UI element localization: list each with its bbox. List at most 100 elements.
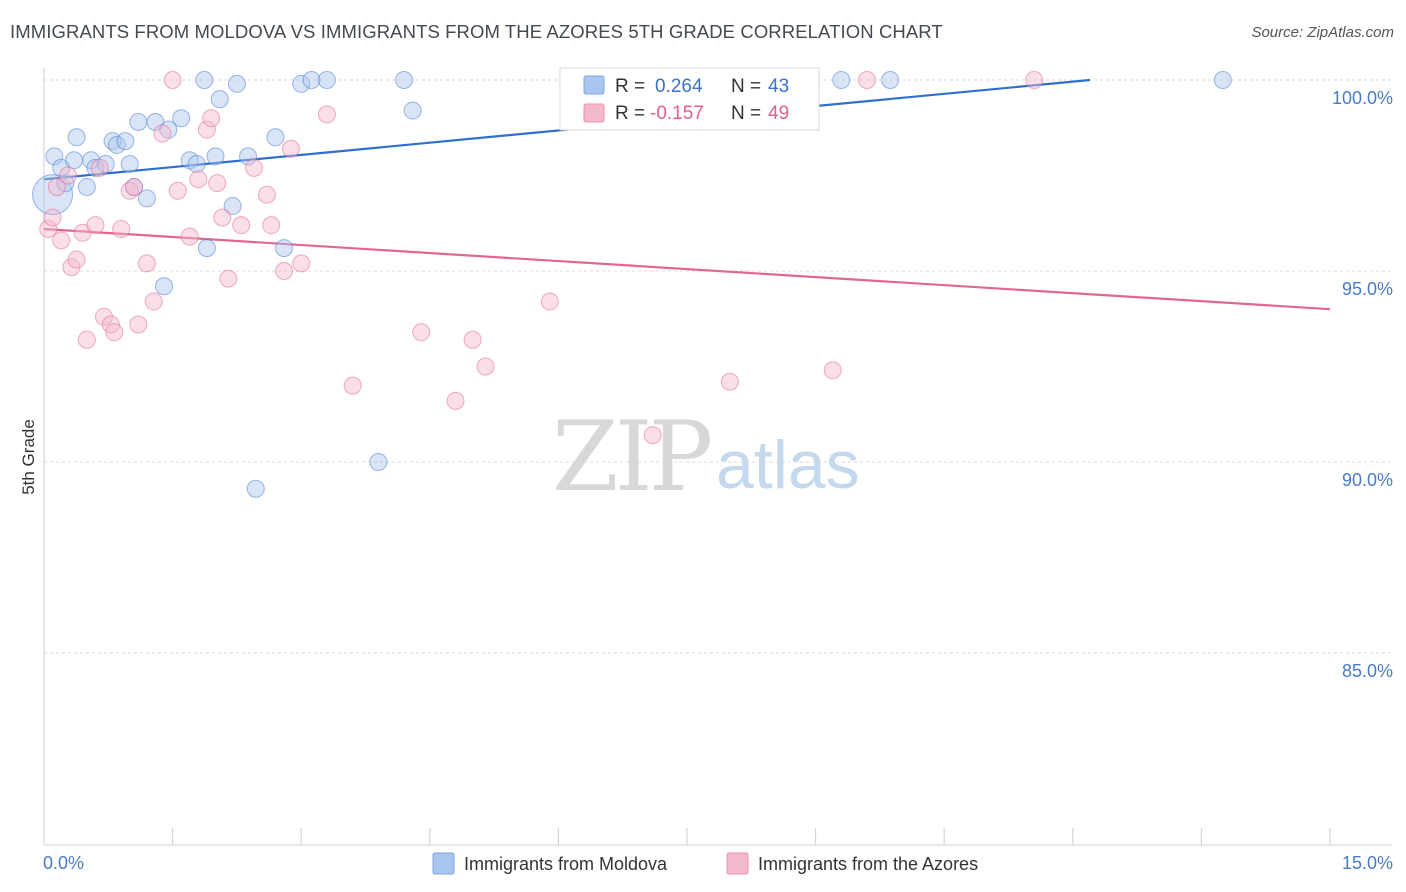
point-azores	[144, 292, 163, 311]
data-points	[32, 71, 1232, 498]
point-moldova	[206, 147, 225, 166]
point-azores	[47, 177, 66, 196]
point-moldova	[369, 453, 388, 471]
point-azores	[67, 250, 86, 269]
point-azores	[168, 181, 187, 200]
point-moldova	[227, 74, 246, 93]
point-azores	[112, 219, 131, 238]
point-moldova	[317, 71, 336, 89]
point-azores	[446, 391, 465, 410]
point-moldova	[275, 239, 294, 258]
point-azores	[412, 323, 431, 342]
point-azores	[163, 71, 182, 89]
point-azores	[540, 292, 559, 311]
point-moldova	[67, 128, 86, 147]
legend-swatch-pink	[583, 103, 605, 123]
legend-swatch-blue	[583, 75, 605, 95]
point-azores	[823, 361, 842, 380]
x-tick-label-min: 0.0%	[43, 853, 84, 873]
point-moldova	[403, 101, 422, 120]
point-azores	[343, 376, 362, 395]
point-azores	[39, 219, 58, 238]
point-azores	[1025, 71, 1044, 89]
legend-r-value-pink: -0.157	[650, 103, 704, 124]
point-moldova	[107, 135, 126, 154]
x-tick-label-max: 15.0%	[1342, 853, 1393, 873]
point-azores	[275, 262, 294, 280]
point-azores	[858, 71, 877, 89]
point-azores	[95, 307, 114, 326]
point-azores	[213, 208, 232, 227]
point-moldova	[881, 71, 900, 89]
legend-r-value-blue: 0.264	[655, 76, 703, 97]
legend-r-label-pink: R =	[615, 103, 645, 124]
y-tick-label-95: 95.0%	[1342, 279, 1393, 299]
point-moldova	[395, 71, 414, 89]
point-moldova	[86, 158, 105, 177]
series-legend-swatch-moldova	[432, 852, 455, 875]
point-azores	[86, 216, 105, 235]
point-moldova	[137, 189, 156, 208]
point-azores	[137, 254, 156, 273]
point-moldova	[45, 147, 64, 166]
point-azores	[292, 254, 311, 273]
series-legend-swatch-azores	[726, 852, 749, 875]
point-azores	[43, 208, 62, 227]
y-tick-label-85: 85.0%	[1342, 661, 1393, 681]
point-azores	[125, 177, 144, 196]
point-moldova	[302, 71, 321, 89]
correlation-legend: R = 0.264 N = 43 R = -0.157 N = 49	[559, 67, 820, 131]
point-azores	[90, 158, 109, 177]
point-azores	[463, 330, 482, 349]
y-tick-label-100: 100.0%	[1332, 88, 1393, 108]
y-axis-label: 5th Grade	[19, 419, 38, 495]
series-legend-label-azores: Immigrants from the Azores	[758, 854, 978, 874]
point-azores	[262, 216, 281, 235]
point-azores	[153, 124, 172, 143]
point-moldova	[172, 109, 191, 128]
chart-title: IMMIGRANTS FROM MOLDOVA VS IMMIGRANTS FR…	[10, 21, 943, 42]
point-azores	[281, 139, 300, 158]
trend-line-azores	[43, 227, 1331, 311]
point-moldova	[187, 155, 206, 174]
point-azores	[105, 323, 124, 342]
point-azores	[232, 216, 251, 235]
point-moldova	[120, 155, 139, 174]
point-azores	[197, 120, 216, 139]
point-moldova	[77, 177, 96, 196]
point-azores	[77, 330, 96, 349]
point-azores	[476, 357, 495, 376]
point-azores	[245, 158, 264, 177]
point-azores	[129, 315, 148, 334]
point-moldova	[195, 71, 214, 89]
y-tick-label-90: 90.0%	[1342, 470, 1393, 490]
point-azores	[52, 231, 71, 250]
point-azores	[720, 372, 739, 391]
legend-n-label-pink: N =	[731, 103, 761, 124]
watermark-atlas: atlas	[716, 427, 860, 503]
point-moldova	[116, 132, 135, 151]
point-azores	[208, 174, 227, 193]
point-moldova	[246, 479, 265, 498]
point-moldova	[197, 239, 216, 258]
source-credit: Source: ZipAtlas.com	[1251, 24, 1394, 41]
point-moldova	[239, 147, 258, 166]
point-azores	[257, 185, 276, 204]
point-moldova	[832, 71, 851, 89]
legend-n-label-blue: N =	[731, 76, 761, 97]
point-azores	[643, 426, 662, 445]
point-moldova	[1213, 71, 1232, 89]
legend-r-label-blue: R =	[615, 76, 645, 97]
point-azores	[317, 105, 336, 124]
legend-n-value-pink: 49	[768, 103, 789, 124]
point-azores	[202, 109, 221, 128]
watermark-zip: ZIP	[552, 401, 711, 513]
point-moldova	[65, 151, 84, 170]
point-moldova	[210, 90, 229, 109]
point-moldova	[129, 113, 148, 132]
point-azores	[189, 170, 208, 189]
series-legend: Immigrants from Moldova Immigrants from …	[432, 852, 978, 875]
point-azores	[219, 269, 238, 288]
point-moldova	[155, 277, 174, 296]
